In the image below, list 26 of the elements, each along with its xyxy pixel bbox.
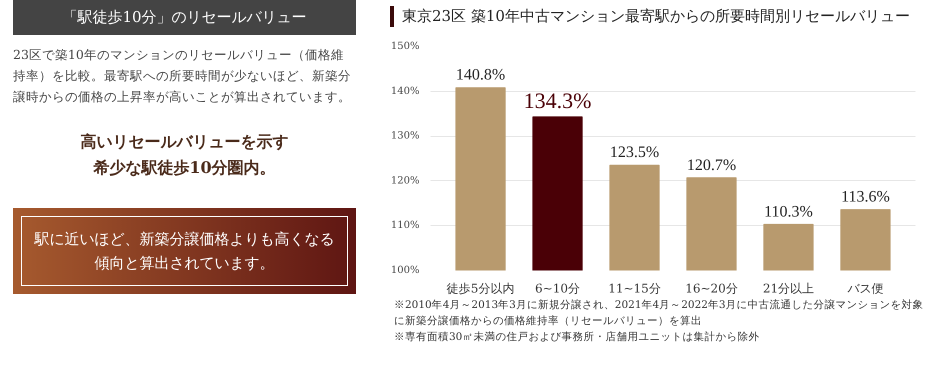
x-tick-label: 6~10分 (535, 282, 580, 296)
y-tick-label: 140% (390, 86, 420, 97)
text: 23区で築10年のマンションのリセールバリュー（価格維持率）を比較。最寄駅への所要時間が少ないほど、新築分譲時からの価格の上昇率が高いことが算出されています。 (13, 46, 352, 106)
text: 高いリセールバリューを示す (80, 131, 290, 154)
data-label: 140.8% (456, 66, 506, 84)
data-label: 110.3% (764, 203, 813, 220)
y-tick-label: 130% (390, 130, 420, 142)
x-tick-label: 16~20分 (685, 282, 738, 296)
text: 希少な駅徒歩10分圏内。 (92, 156, 277, 179)
text: ※専有面積30㎡未満の住戸および事務所・店舗用ユニットは集計から除外 (394, 330, 760, 342)
x-tick-label: 21分以上 (762, 282, 814, 296)
data-label: 113.6% (841, 188, 890, 206)
x-tick-label: バス便 (846, 282, 884, 296)
y-tick-label: 110% (390, 220, 420, 232)
x-tick-label: 徒歩5分以内 (446, 282, 514, 296)
y-tick-label: 120% (390, 175, 420, 186)
text: 「駅徒歩10分」のリセールバリュー (13, 0, 356, 36)
text: 駅に近いほど、新築分譲価格よりも高くなる傾向と算出されています。 (21, 216, 348, 286)
data-label: 123.5% (610, 144, 660, 162)
y-tick-label: 150% (390, 41, 420, 52)
x-tick-label: 11~15分 (608, 282, 661, 296)
data-label: 134.3% (524, 88, 592, 113)
text: ※2010年4月～2013年3月に新規分譲され、2021年4月～2022年3月に中古流通した分譲マンションを対象に新築分譲価格からの価格維持率（リセールバリュー）を算出 (394, 299, 924, 327)
y-tick-label: 100% (390, 265, 420, 276)
chart-title: 東京23区 築10年中古マンション最寄駅からの所要時間別リセールバリュー (390, 6, 910, 28)
data-label: 120.7% (686, 156, 736, 174)
